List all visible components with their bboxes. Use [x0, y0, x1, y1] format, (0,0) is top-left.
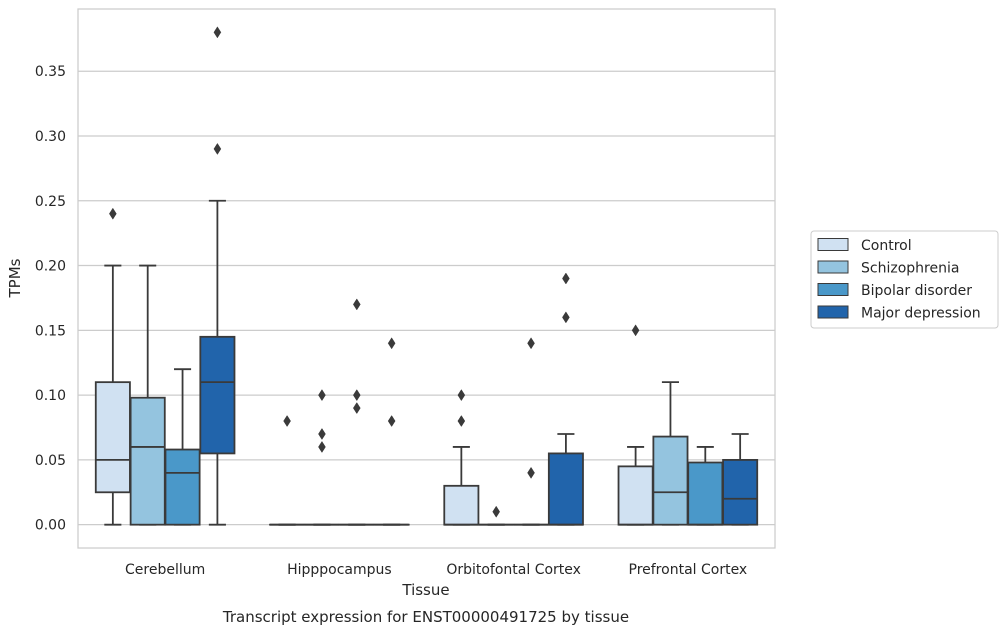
box-body: [164, 448, 201, 526]
y-axis-title: TPMs: [6, 258, 24, 298]
x-tick-label: Hipppocampus: [287, 562, 392, 578]
box-body: [443, 484, 480, 526]
y-tick-label: 0.15: [35, 323, 66, 339]
legend-swatch: [817, 283, 849, 296]
chart-caption: Transcript expression for ENST0000049172…: [222, 608, 629, 626]
outlier-point: [527, 337, 535, 350]
box-bipolar-disorder: [513, 337, 550, 526]
box-schizophrenia: [303, 389, 340, 526]
box-major-depression: [199, 26, 236, 526]
outlier-point: [387, 415, 396, 427]
box-schizophrenia: [478, 505, 515, 526]
box-control: [269, 415, 306, 526]
legend-swatch: [817, 260, 849, 274]
box-bipolar-disorder: [164, 368, 201, 526]
legend-swatch: [817, 305, 849, 319]
box-body: [687, 461, 724, 526]
box-body: [617, 465, 654, 526]
plot-frame: [77, 8, 776, 549]
outlier-point: [562, 272, 570, 285]
y-tick-label: 0.35: [35, 64, 66, 80]
boxes: [94, 26, 759, 526]
outlier-point: [318, 428, 326, 440]
y-tick-label: 0.25: [35, 194, 66, 210]
outlier-point: [562, 311, 570, 324]
y-tick-label: 0.20: [35, 259, 66, 275]
outlier-point: [527, 466, 535, 479]
box-body: [722, 458, 759, 526]
outlier-point: [387, 337, 396, 350]
box-control: [94, 207, 131, 526]
box-body: [94, 381, 131, 494]
legend-label: Bipolar disorder: [861, 283, 972, 299]
legend-label: Schizophrenia: [861, 261, 959, 277]
box-body: [652, 435, 689, 526]
legend-swatch: [817, 238, 849, 251]
outlier-point: [353, 402, 361, 415]
x-tick-label: Orbitofontal Cortex: [446, 562, 581, 578]
box-control: [617, 324, 654, 526]
box-major-depression: [722, 433, 759, 526]
outlier-point: [353, 389, 361, 402]
y-tick-label: 0.30: [35, 129, 66, 145]
outlier-point: [492, 505, 500, 518]
y-tick-label: 0.05: [35, 453, 66, 469]
box-control: [443, 389, 480, 526]
y-axis-ticks: 0.00 0.05 0.10 0.15 0.20 0.25 0.30 0.35: [35, 64, 66, 533]
box-body: [547, 452, 584, 526]
outlier-point: [457, 389, 466, 402]
legend-label: Major depression: [861, 306, 981, 322]
box-body: [199, 335, 236, 455]
outlier-point: [213, 26, 222, 39]
x-tick-label: Prefrontal Cortex: [629, 562, 748, 578]
outlier-point: [457, 415, 466, 427]
box-bipolar-disorder: [687, 446, 724, 526]
box-schizophrenia: [652, 381, 689, 526]
y-tick-label: 0.00: [35, 518, 66, 534]
x-axis-ticks: Cerebellum Hipppocampus Orbitofontal Corte…: [125, 562, 747, 578]
legend: Control Schizophrenia Bipolar disorder Majo…: [810, 230, 999, 329]
outlier-point: [283, 415, 291, 427]
outlier-point: [318, 389, 326, 402]
outlier-point: [631, 324, 640, 337]
y-tick-label: 0.10: [35, 388, 66, 404]
x-axis-title: Tissue: [401, 581, 449, 599]
box-major-depression: [373, 337, 410, 526]
legend-label: Control: [861, 238, 912, 254]
outlier-point: [213, 142, 222, 155]
outlier-point: [109, 207, 117, 220]
outlier-point: [353, 298, 361, 311]
box-bipolar-disorder: [338, 298, 375, 526]
box-major-depression: [547, 272, 584, 526]
x-tick-label: Cerebellum: [125, 562, 205, 578]
outlier-point: [318, 440, 326, 453]
legend-frame: [810, 230, 999, 329]
box-body: [129, 396, 166, 526]
